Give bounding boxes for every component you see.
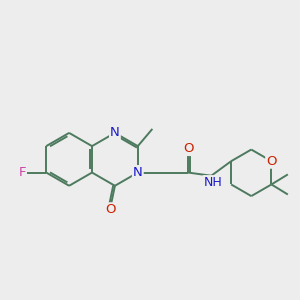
Text: N: N (133, 166, 143, 179)
Text: O: O (266, 155, 277, 168)
Text: N: N (110, 126, 120, 140)
Text: O: O (105, 203, 116, 216)
Text: F: F (18, 166, 26, 179)
Text: O: O (183, 142, 193, 155)
Text: NH: NH (203, 176, 222, 189)
